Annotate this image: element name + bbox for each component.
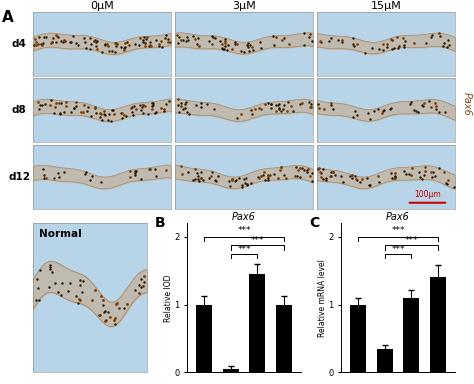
- Title: 3μM: 3μM: [232, 1, 256, 11]
- Text: Normal: Normal: [39, 229, 82, 239]
- Title: 0μM: 0μM: [90, 1, 114, 11]
- Y-axis label: d12: d12: [8, 172, 30, 182]
- Bar: [403, 298, 419, 372]
- Y-axis label: d8: d8: [12, 105, 27, 115]
- Bar: [249, 274, 265, 372]
- Text: 100μm: 100μm: [414, 190, 441, 199]
- Text: B: B: [155, 215, 166, 230]
- Bar: [430, 277, 446, 372]
- Title: 15μM: 15μM: [371, 1, 401, 11]
- Text: C: C: [309, 215, 319, 230]
- Text: ***: ***: [391, 226, 405, 235]
- Text: A: A: [2, 10, 14, 25]
- Text: Pax6: Pax6: [462, 92, 472, 116]
- Title: Pax6: Pax6: [232, 212, 256, 222]
- Bar: [276, 305, 292, 372]
- Text: ***: ***: [391, 245, 405, 253]
- Bar: [350, 305, 366, 372]
- Y-axis label: Relative IOD: Relative IOD: [164, 274, 173, 321]
- Y-axis label: d4: d4: [12, 39, 27, 49]
- Bar: [196, 305, 212, 372]
- Bar: [377, 349, 393, 372]
- Title: Pax6: Pax6: [386, 212, 410, 222]
- Text: ***: ***: [237, 226, 251, 235]
- Text: ***: ***: [404, 236, 418, 245]
- Y-axis label: Relative mRNA level: Relative mRNA level: [318, 259, 327, 337]
- Text: ***: ***: [251, 236, 264, 245]
- Text: ***: ***: [237, 245, 251, 253]
- Bar: [223, 369, 239, 372]
